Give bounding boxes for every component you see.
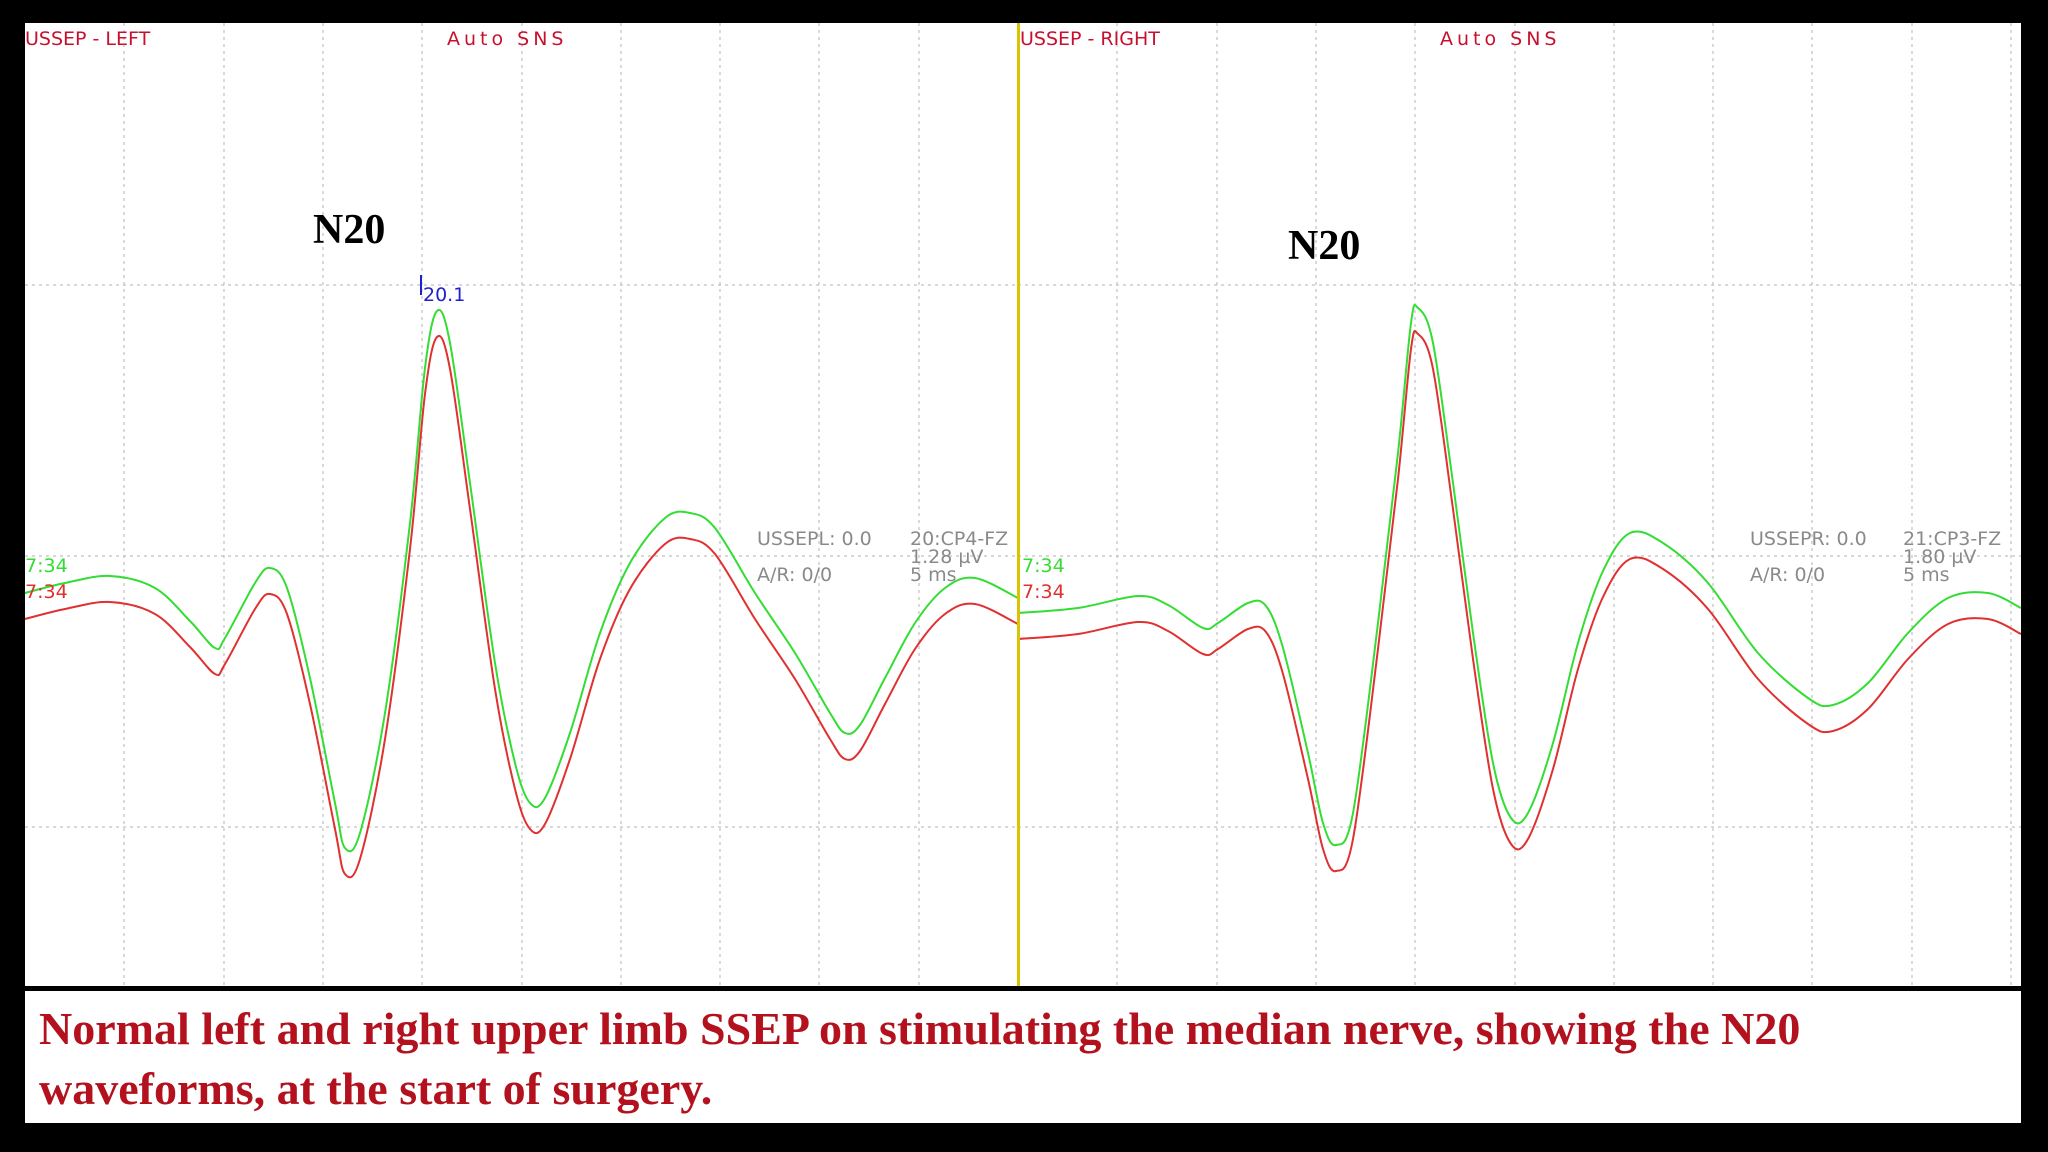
right-trace-time-green: 7:34 [1022,555,1065,577]
left-trace-green [25,308,1018,853]
left-timebase-info: 5 ms [910,564,957,586]
right-trace-red [1018,329,2021,873]
right-trace-green [1018,303,2021,847]
left-n20-label: N20 [313,207,386,253]
left-grid [25,23,1018,986]
right-n20-label: N20 [1288,223,1361,269]
right-trace-time-red: 7:34 [1022,581,1065,603]
left-montage-info: 20:CP4-FZ [910,528,1009,550]
left-peak-marker-value: 20.1 [423,284,466,306]
left-trace-time-green: 7:34 [25,555,68,577]
caption-box: Normal left and right upper limb SSEP on… [25,991,2021,1123]
left-trace-time-red: 7:34 [25,581,68,603]
right-sensitivity-info: 1.80 µV [1903,546,1977,568]
left-ssep-panel: USSEP - LEFT Auto SNS N20 20.1 USSEPL: 0… [25,23,1018,986]
panel-divider [1017,23,1020,986]
right-channel-info: USSEPR: 0.0 [1750,528,1867,550]
left-mode-label: Auto SNS [447,28,568,50]
left-sensitivity-info: 1.28 µV [910,546,984,568]
right-grid [1018,23,2021,986]
right-panel-title: USSEP - RIGHT [1020,28,1160,50]
ssep-monitor-screen: USSEP - LEFT Auto SNS N20 20.1 USSEPL: 0… [25,23,2021,986]
left-ar-info: A/R: 0/0 [757,564,833,586]
left-channel-info: USSEPL: 0.0 [757,528,872,550]
right-timebase-info: 5 ms [1903,564,1950,586]
caption-text: Normal left and right upper limb SSEP on… [39,1003,1801,1114]
left-trace-red [25,334,1018,879]
left-panel-title: USSEP - LEFT [25,28,151,50]
right-mode-label: Auto SNS [1440,28,1561,50]
right-montage-info: 21:CP3-FZ [1903,528,2002,550]
right-ar-info: A/R: 0/0 [1750,564,1826,586]
right-ssep-panel: USSEP - RIGHT Auto SNS N20 USSEPR: 0.0 A… [1018,23,2021,986]
